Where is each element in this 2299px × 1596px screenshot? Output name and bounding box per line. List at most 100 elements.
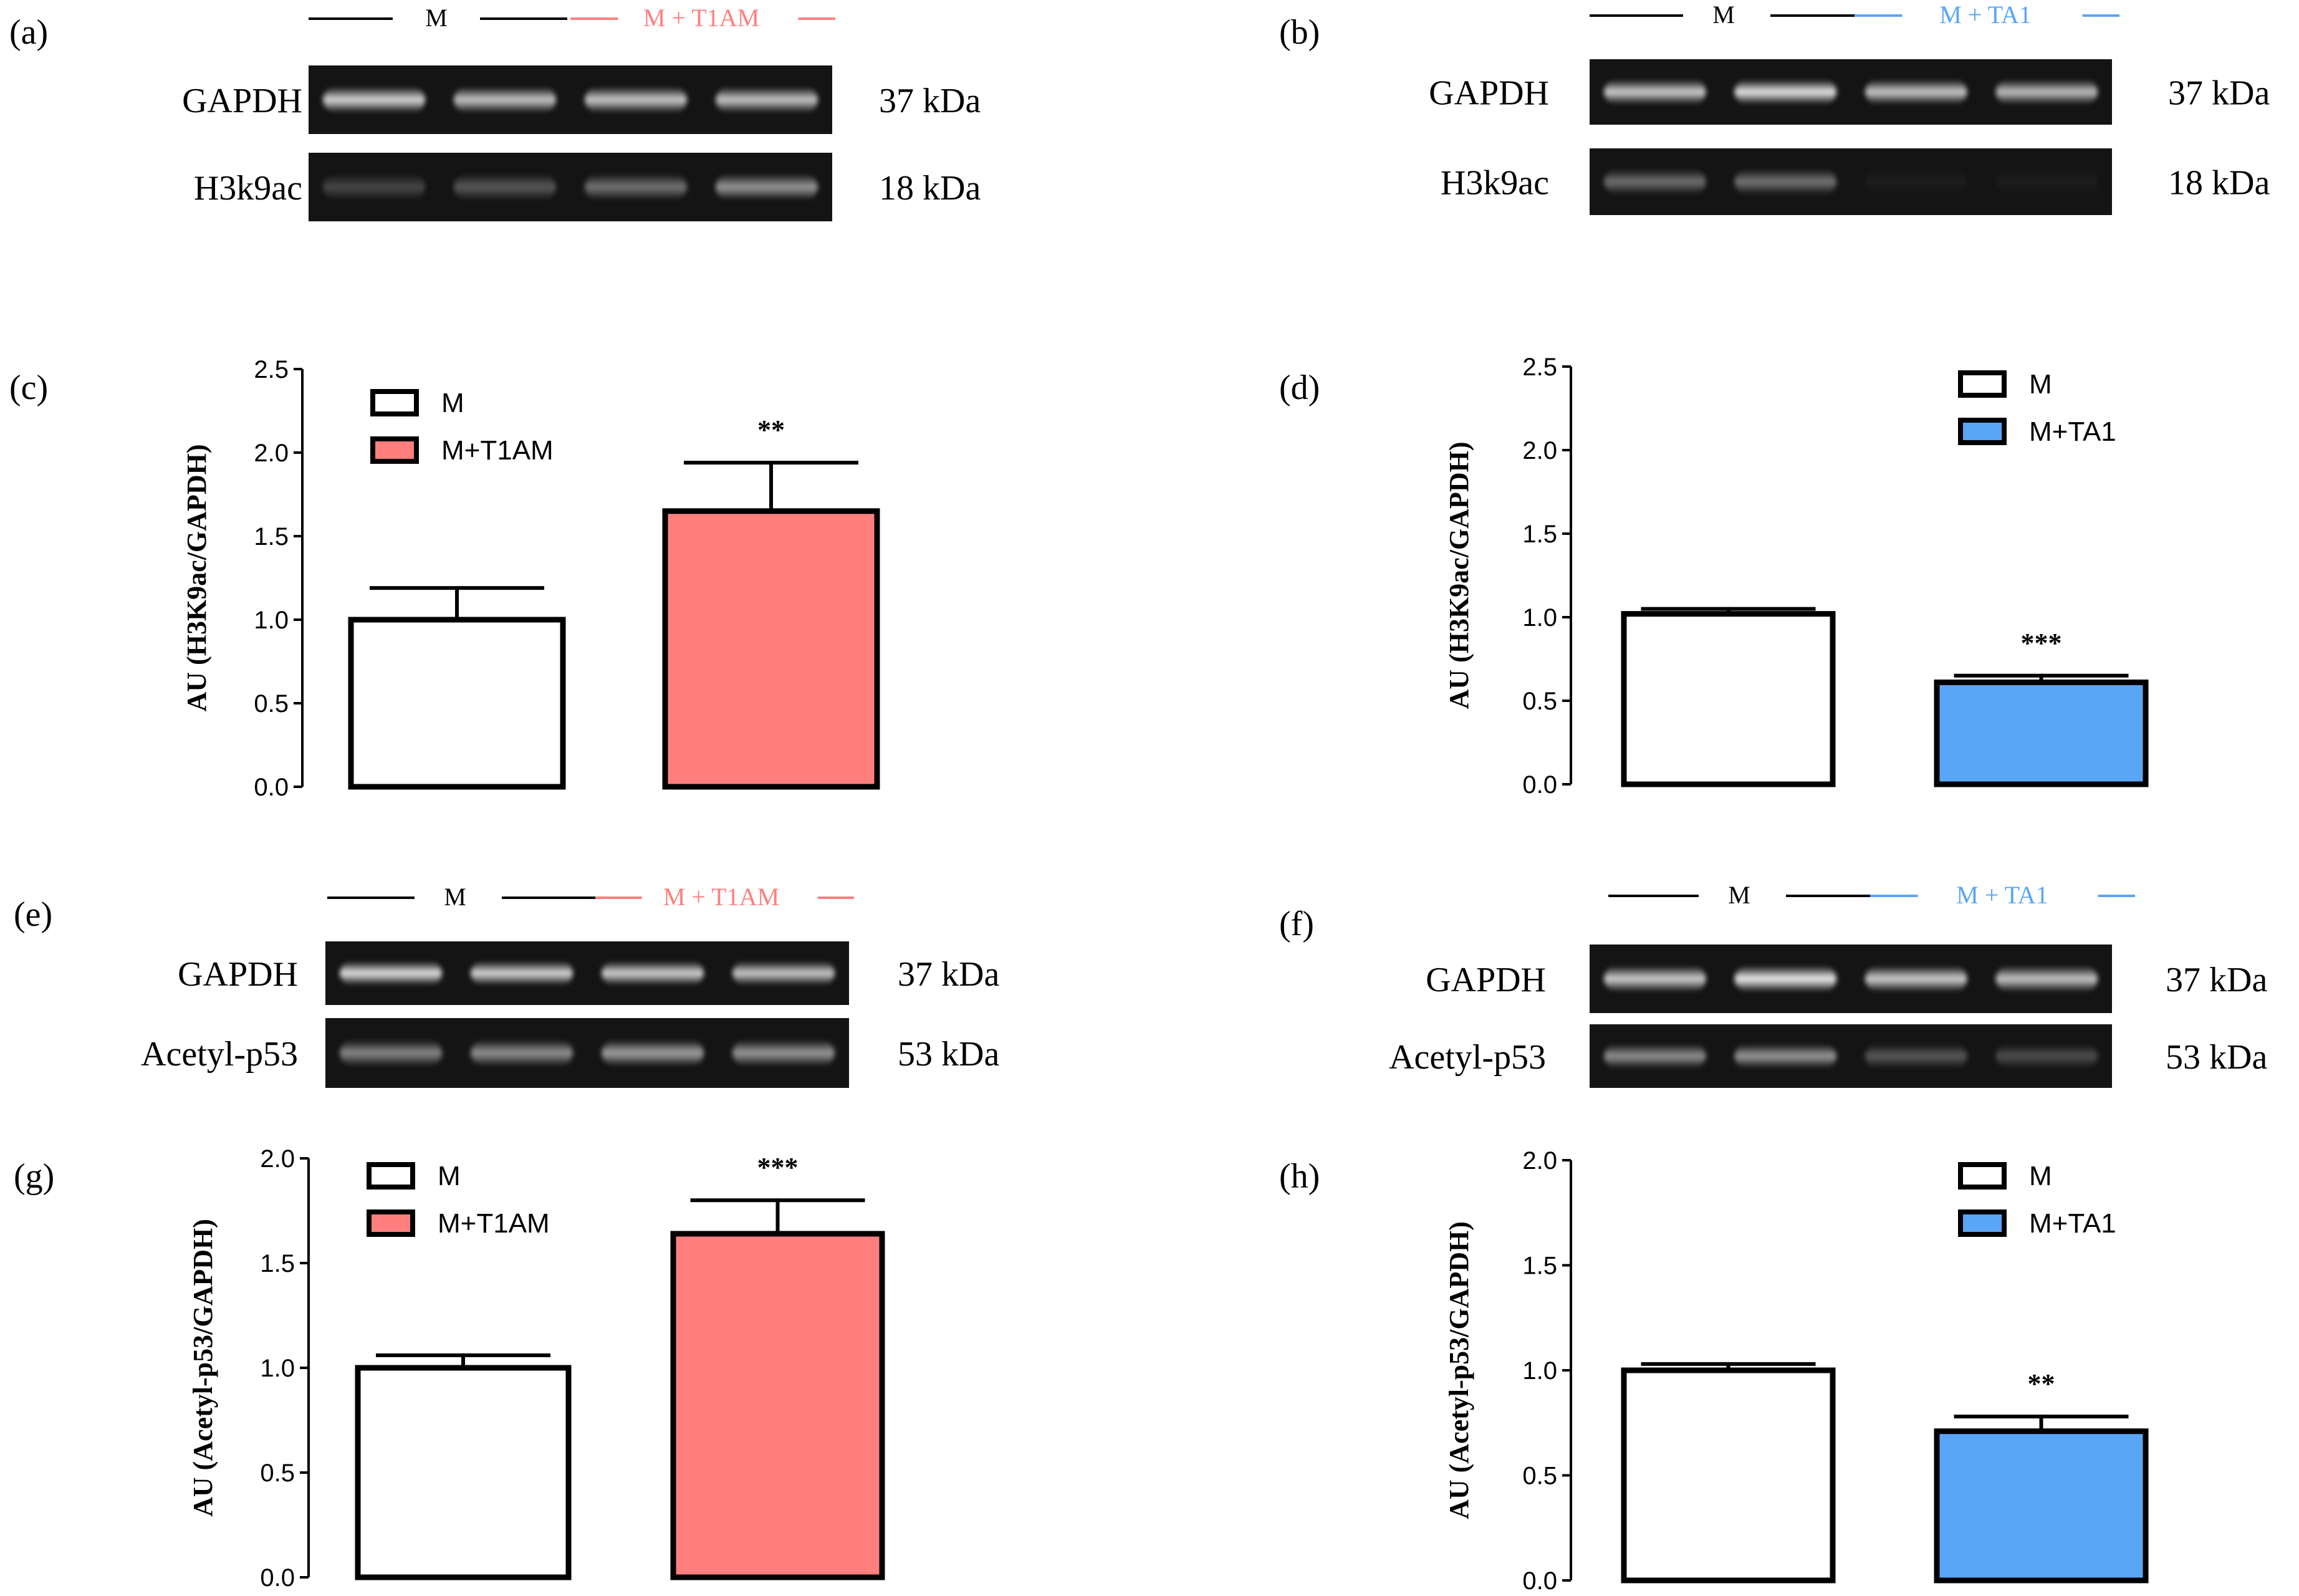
significance-marker: *** — [757, 1152, 799, 1183]
panel-label: (a) — [9, 13, 48, 52]
gel-band — [1604, 966, 1706, 992]
y-tick-label: 0.0 — [1522, 771, 1557, 799]
blot-kda-label: 37 kDa — [2168, 74, 2270, 113]
blot-kda-label: 53 kDa — [2166, 1038, 2267, 1077]
gel-band — [1865, 1044, 1967, 1069]
legend-swatch — [367, 1162, 415, 1190]
y-tick-label: 0.0 — [1522, 1567, 1557, 1595]
chart-panel-d: (d) 0.0 0.5 1.0 1.5 2.0 2.5 AU (H3K9ac/GAPDH) **… — [1279, 353, 2149, 799]
y-tick-label: 1.5 — [254, 523, 289, 550]
y-axis-label: AU (H3K9ac/GAPDH) — [1444, 442, 1474, 709]
gel-band — [471, 961, 573, 986]
blot-row-label: Acetyl-p53 — [141, 1035, 298, 1074]
y-tick-label: 2.5 — [1522, 353, 1557, 381]
legend-swatch — [367, 1209, 415, 1237]
legend-label: M+T1AM — [441, 435, 554, 466]
blot-row-label: H3k9ac — [194, 169, 302, 208]
significance-marker: *** — [2021, 628, 2062, 658]
blot-kda-label: 53 kDa — [898, 1035, 999, 1074]
gel-band — [1865, 966, 1967, 992]
gel-band — [1734, 966, 1836, 992]
gel-band — [732, 961, 835, 986]
group-label-t: M + T1AM — [663, 883, 779, 911]
gel-band — [1604, 79, 1706, 105]
bar-m — [355, 1365, 572, 1580]
blot-kda-label: 37 kDa — [2166, 961, 2267, 999]
y-tick-label: 2.0 — [1522, 437, 1557, 464]
gel-band — [1995, 966, 2098, 992]
legend-swatch — [1958, 370, 2007, 398]
legend-label: M+T1AM — [438, 1208, 550, 1239]
blot-panel-e: (e) M M + T1AM GAPDH 37 kDa Acetyl-p53 53 kDa — [14, 883, 999, 1088]
blot-kda-label: 37 kDa — [879, 82, 981, 120]
gel-band — [585, 87, 687, 113]
legend-label: M+TA1 — [2029, 416, 2116, 447]
y-tick-label: 2.5 — [254, 356, 289, 383]
panel-label: (g) — [14, 1157, 54, 1196]
blot-kda-label: 37 kDa — [898, 955, 999, 994]
bar-m-ta1 — [1934, 1428, 2149, 1584]
gel-band — [732, 1039, 835, 1067]
y-tick-label: 1.0 — [1522, 1357, 1557, 1385]
y-tick-label: 0.0 — [260, 1564, 295, 1592]
significance-marker: ** — [2028, 1368, 2055, 1399]
gel-band — [340, 961, 442, 986]
blot-row-label: GAPDH — [182, 82, 302, 120]
bar-m-t1am — [670, 1231, 885, 1580]
y-tick-label: 1.5 — [260, 1250, 295, 1277]
group-label-m: M — [444, 883, 466, 911]
gel-band — [1604, 1044, 1706, 1069]
y-tick-label: 0.5 — [1522, 688, 1557, 715]
legend-label: M — [438, 1161, 461, 1191]
y-tick-label: 0.0 — [254, 774, 289, 801]
legend-label: M — [2029, 369, 2052, 400]
gel-band — [1604, 169, 1706, 195]
legend-swatch — [370, 389, 419, 416]
bar-m — [1621, 1367, 1836, 1584]
chart-panel-h: (h) 0.0 0.5 1.0 1.5 2.0 AU (Acetyl-p53/GAPDH) *… — [1279, 1147, 2149, 1595]
legend-label: M — [2029, 1161, 2052, 1191]
y-tick-label: 0.5 — [254, 690, 289, 718]
group-label-t: M + T1AM — [643, 4, 759, 32]
panel-label: (b) — [1279, 13, 1320, 52]
significance-marker: ** — [757, 415, 785, 445]
blot-kda-label: 18 kDa — [2168, 164, 2270, 203]
gel-band — [1995, 79, 2098, 105]
blot-row-label: Acetyl-p53 — [1389, 1038, 1546, 1077]
gel-band — [1734, 79, 1836, 105]
gel-band — [454, 87, 556, 113]
gel-band — [585, 174, 687, 200]
legend-label: M — [441, 388, 464, 418]
blot-row-label: H3k9ac — [1441, 164, 1549, 203]
gel-band — [340, 1039, 442, 1067]
y-tick-label: 2.0 — [260, 1145, 295, 1173]
chart-panel-c: (c) 0.0 0.5 1.0 1.5 2.0 2.5 AU (H3K9ac/GAPDH) **… — [9, 356, 880, 801]
blot-panel-f: (f) M M + TA1 GAPDH 37 kDa Acetyl-p53 53 kDa — [1279, 881, 2267, 1088]
y-tick-label: 0.5 — [1522, 1463, 1557, 1490]
y-tick-label: 2.0 — [254, 440, 289, 467]
gel-band — [323, 87, 425, 113]
y-tick-label: 0.5 — [260, 1459, 295, 1487]
gel-band — [1734, 169, 1836, 195]
y-axis-label: AU (Acetyl-p53/GAPDH) — [188, 1219, 218, 1517]
blot-row-label: GAPDH — [178, 955, 298, 994]
y-tick-label: 1.5 — [1522, 521, 1557, 548]
blot-row-label: GAPDH — [1426, 961, 1546, 999]
gel-band — [1865, 79, 1967, 105]
panel-label: (e) — [14, 895, 52, 934]
y-axis-label: AU (H3K9ac/GAPDH) — [181, 445, 212, 712]
gel-band — [1734, 1044, 1836, 1069]
gel-band — [1995, 169, 2098, 195]
y-tick-label: 1.0 — [254, 607, 289, 634]
bar-m — [1621, 611, 1836, 787]
gel-band — [454, 174, 556, 200]
group-label-m: M — [1728, 881, 1750, 909]
panel-label: (c) — [9, 368, 48, 407]
blot-panel-b: (b) M M + TA1 GAPDH 37 kDa H3k9ac 18 kDa — [1279, 1, 2270, 215]
gel-band — [1865, 169, 1967, 195]
chart-panel-g: (g) 0.0 0.5 1.0 1.5 2.0 AU (Acetyl-p53/GAPDH) *… — [14, 1145, 885, 1592]
bar-m-ta1 — [1934, 680, 2149, 787]
blot-row-label: GAPDH — [1429, 74, 1549, 113]
legend-swatch — [1958, 1162, 2007, 1190]
